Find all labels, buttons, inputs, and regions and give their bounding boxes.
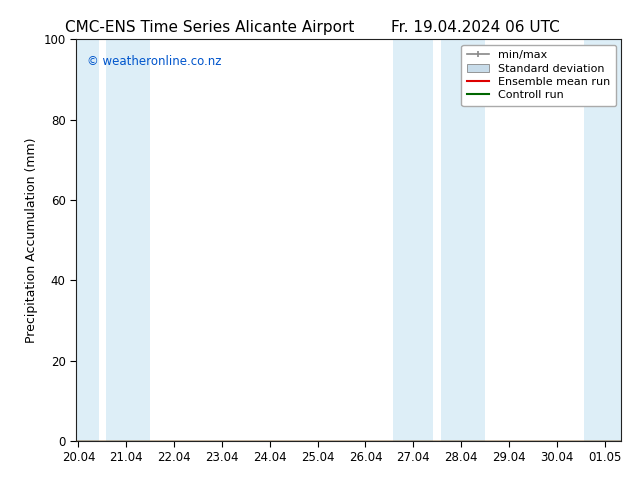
Bar [393,39,434,441]
Text: © weatheronline.co.nz: © weatheronline.co.nz [87,55,221,68]
Bar [107,39,150,441]
Y-axis label: Precipitation Accumulation (mm): Precipitation Accumulation (mm) [25,137,38,343]
Text: CMC-ENS Time Series Alicante Airport: CMC-ENS Time Series Alicante Airport [65,20,354,35]
Bar [441,39,485,441]
Bar [585,39,621,441]
Bar [76,39,98,441]
Legend: min/max, Standard deviation, Ensemble mean run, Controll run: min/max, Standard deviation, Ensemble me… [462,45,616,106]
Text: Fr. 19.04.2024 06 UTC: Fr. 19.04.2024 06 UTC [391,20,560,35]
